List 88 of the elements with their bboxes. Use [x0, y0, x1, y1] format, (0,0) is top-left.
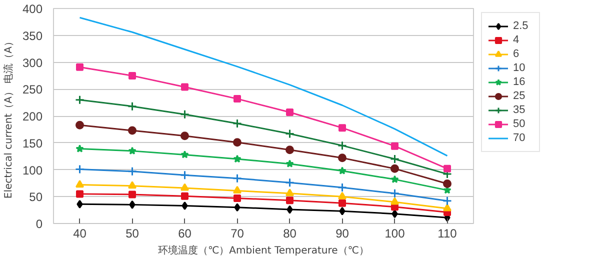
legend-label: 2.5 — [513, 19, 530, 33]
y-tick-label: 150 — [22, 136, 43, 150]
point — [285, 178, 294, 188]
point — [128, 181, 136, 189]
point — [286, 108, 294, 116]
point — [338, 199, 346, 207]
point — [180, 132, 189, 140]
legend-label: 4 — [513, 33, 520, 47]
point — [390, 175, 399, 184]
y-tick-label: 400 — [22, 2, 43, 16]
point — [129, 200, 136, 209]
point — [232, 118, 242, 128]
point — [182, 202, 188, 210]
line-series — [79, 16, 448, 157]
legend-label: 35 — [513, 103, 526, 117]
point — [128, 126, 136, 135]
point — [390, 164, 399, 173]
point — [180, 150, 189, 158]
point — [128, 146, 136, 155]
x-tick-label: 100 — [384, 226, 406, 240]
point — [76, 200, 83, 208]
x-tick-label: 90 — [336, 226, 350, 240]
y-tick-label: 300 — [22, 56, 43, 70]
legend-label: 6 — [513, 47, 520, 61]
point — [234, 194, 241, 202]
point — [286, 160, 294, 168]
x-tick-label: 40 — [73, 226, 87, 240]
point — [338, 182, 347, 192]
point — [233, 154, 242, 163]
point — [234, 203, 240, 212]
point — [338, 154, 346, 162]
point — [181, 192, 188, 200]
y-axis-title: Electrical current（A） 电流（A） — [2, 36, 14, 199]
x-tick-label: 50 — [126, 226, 140, 240]
point — [180, 183, 189, 191]
legend-label: 70 — [513, 131, 526, 145]
point — [338, 124, 346, 132]
point — [443, 179, 452, 188]
point — [75, 95, 84, 105]
point — [76, 180, 84, 188]
y-tick-label: 0 — [36, 217, 43, 231]
legend-label: 16 — [513, 75, 526, 89]
point — [286, 205, 293, 214]
point — [76, 63, 84, 71]
point — [234, 95, 241, 103]
point — [128, 166, 137, 176]
point — [76, 120, 84, 130]
y-tick-label: 50 — [29, 190, 43, 204]
point — [444, 164, 451, 172]
x-tick-label: 70 — [230, 226, 244, 240]
point — [390, 188, 400, 198]
point — [76, 144, 84, 152]
point — [76, 190, 84, 198]
point — [390, 197, 399, 205]
point — [233, 138, 242, 147]
x-tick-label: 80 — [283, 226, 297, 240]
point — [233, 186, 242, 194]
point — [338, 166, 346, 174]
point — [339, 206, 346, 216]
point — [338, 192, 346, 200]
point — [286, 196, 294, 204]
x-axis-title: 环境温度（℃）Ambient Temperature（℃） — [158, 244, 370, 256]
point — [286, 146, 294, 154]
legend-label: 25 — [513, 89, 526, 103]
y-tick-label: 350 — [22, 28, 43, 43]
legend-label: 50 — [513, 117, 526, 131]
point — [391, 142, 398, 150]
point — [285, 128, 294, 138]
point — [232, 174, 242, 184]
point — [443, 204, 452, 212]
y-tick-label: 200 — [22, 110, 43, 124]
point — [180, 170, 190, 180]
point — [180, 110, 190, 120]
y-tick-label: 250 — [22, 82, 43, 97]
point — [286, 188, 294, 196]
y-tick-label: 100 — [22, 163, 43, 178]
point — [128, 102, 137, 112]
point — [128, 190, 136, 198]
x-tick-label: 60 — [178, 226, 192, 240]
x-tick-label: 110 — [438, 226, 458, 240]
point — [75, 164, 84, 174]
point — [390, 154, 400, 164]
point — [442, 196, 452, 206]
point — [338, 140, 347, 150]
point — [128, 72, 136, 80]
point — [392, 210, 398, 218]
legend-label: 10 — [513, 61, 526, 75]
point — [181, 83, 188, 91]
